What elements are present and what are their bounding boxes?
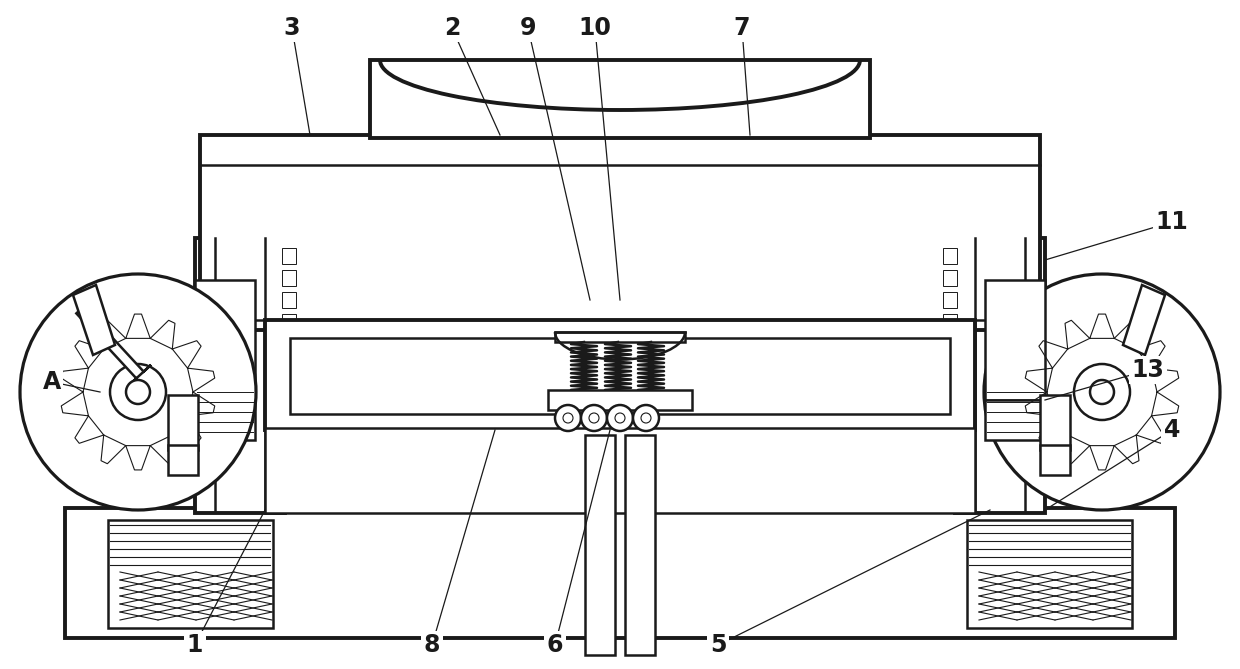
- Bar: [265, 428, 975, 513]
- Bar: [281, 336, 296, 352]
- Bar: [942, 380, 957, 396]
- Bar: [370, 60, 870, 138]
- Text: 2: 2: [444, 16, 460, 40]
- Circle shape: [563, 413, 573, 423]
- Circle shape: [1074, 364, 1130, 420]
- Circle shape: [110, 364, 166, 420]
- Circle shape: [589, 413, 599, 423]
- Bar: [108, 520, 273, 628]
- Bar: [955, 238, 1045, 513]
- Bar: [942, 270, 957, 286]
- Circle shape: [556, 405, 582, 431]
- Bar: [585, 435, 615, 655]
- Text: 8: 8: [424, 633, 440, 657]
- Bar: [556, 332, 684, 342]
- Bar: [985, 400, 1045, 440]
- Bar: [195, 238, 285, 513]
- Bar: [195, 400, 255, 440]
- Circle shape: [20, 274, 255, 510]
- Bar: [281, 380, 296, 396]
- Bar: [281, 292, 296, 308]
- Circle shape: [608, 405, 632, 431]
- Text: 4: 4: [1164, 418, 1180, 442]
- Bar: [1040, 445, 1070, 475]
- Bar: [281, 424, 296, 440]
- Circle shape: [1090, 380, 1114, 404]
- Bar: [281, 446, 296, 462]
- Bar: [281, 402, 296, 418]
- Bar: [281, 270, 296, 286]
- Bar: [942, 336, 957, 352]
- Bar: [281, 314, 296, 330]
- Bar: [942, 314, 957, 330]
- Bar: [967, 520, 1132, 628]
- Text: 13: 13: [1132, 358, 1164, 382]
- Bar: [195, 280, 255, 400]
- Bar: [942, 358, 957, 374]
- Bar: [167, 395, 198, 450]
- Text: 9: 9: [520, 16, 536, 40]
- Bar: [942, 446, 957, 462]
- Text: 10: 10: [579, 16, 611, 40]
- Text: 5: 5: [709, 633, 727, 657]
- Circle shape: [582, 405, 608, 431]
- Bar: [625, 435, 655, 655]
- Bar: [290, 338, 950, 414]
- Text: 7: 7: [734, 16, 750, 40]
- Bar: [200, 135, 1040, 330]
- Polygon shape: [73, 285, 115, 355]
- Bar: [167, 445, 198, 475]
- Circle shape: [985, 274, 1220, 510]
- Text: 11: 11: [1156, 210, 1188, 234]
- Circle shape: [615, 413, 625, 423]
- Bar: [942, 292, 957, 308]
- Bar: [548, 390, 692, 410]
- Circle shape: [641, 413, 651, 423]
- Bar: [942, 248, 957, 264]
- Bar: [985, 280, 1045, 400]
- Bar: [64, 508, 1176, 638]
- Bar: [281, 358, 296, 374]
- Circle shape: [632, 405, 658, 431]
- Text: 3: 3: [284, 16, 300, 40]
- Circle shape: [126, 380, 150, 404]
- Text: A: A: [43, 370, 61, 394]
- Bar: [281, 248, 296, 264]
- Text: 1: 1: [187, 633, 203, 657]
- Polygon shape: [1123, 285, 1166, 355]
- Bar: [265, 320, 975, 430]
- Text: 6: 6: [547, 633, 563, 657]
- Bar: [942, 424, 957, 440]
- FancyArrow shape: [77, 306, 151, 385]
- Bar: [942, 402, 957, 418]
- Bar: [1040, 395, 1070, 450]
